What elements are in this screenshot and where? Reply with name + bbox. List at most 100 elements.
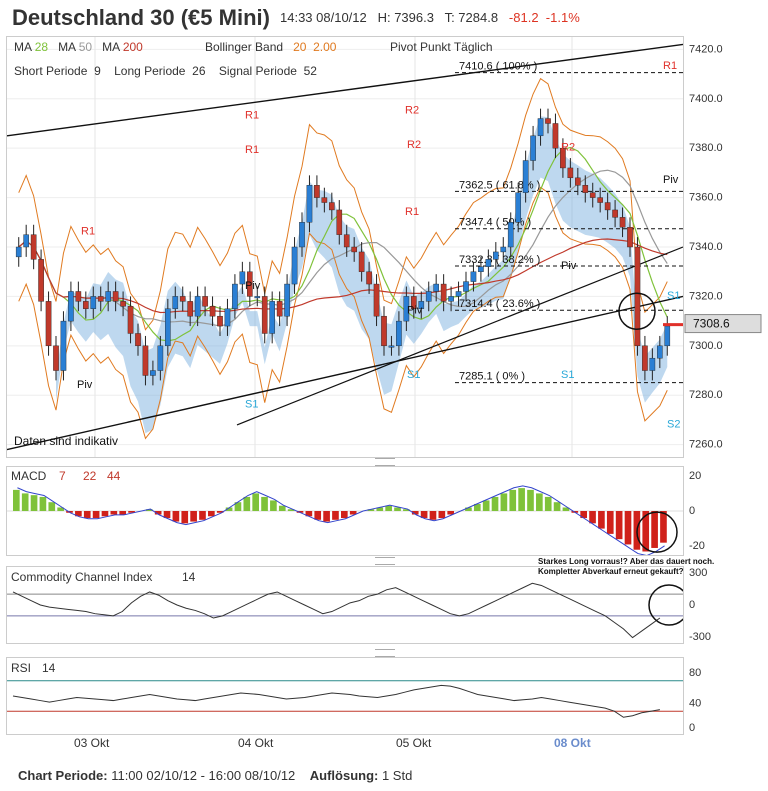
macd-bar bbox=[30, 495, 38, 511]
pivot-label: R1 bbox=[245, 110, 259, 122]
macd-bar bbox=[518, 488, 525, 511]
cci-highlight-circle bbox=[648, 584, 690, 626]
fib-level-label: 7332.3 ( 38.2% ) bbox=[459, 254, 540, 266]
macd-bar bbox=[660, 511, 667, 543]
ma-legend[interactable]: MA 28 MA 50 MA 200 bbox=[14, 40, 143, 54]
candle-body bbox=[463, 281, 469, 292]
macd-bar bbox=[465, 507, 472, 511]
trend-line-lower bbox=[6, 295, 684, 451]
macd-bar bbox=[403, 509, 410, 511]
period-value: 11:00 02/10/12 - 16:00 08/10/12 bbox=[111, 768, 296, 783]
macd-bar bbox=[278, 505, 286, 511]
candle-body bbox=[604, 202, 611, 211]
indicative-note: Daten sind indikativ bbox=[14, 434, 119, 448]
candle-body bbox=[112, 291, 119, 302]
candle-body bbox=[627, 227, 633, 248]
resize-handle-1[interactable] bbox=[375, 458, 395, 466]
macd-bar bbox=[438, 511, 446, 519]
indicator-tick-label: -300 bbox=[689, 631, 711, 642]
rsi-chart: RSI 14 bbox=[7, 661, 683, 718]
price-tick-label: 7400.0 bbox=[689, 93, 723, 105]
bollinger-legend[interactable]: Bollinger Band 20 2.00 bbox=[205, 40, 336, 54]
candle-body bbox=[90, 296, 97, 309]
pivot-label: R2 bbox=[561, 142, 575, 154]
macd-bar bbox=[411, 511, 419, 515]
candle-body bbox=[351, 246, 357, 253]
resize-handle-2[interactable] bbox=[375, 557, 395, 565]
candle-body bbox=[560, 147, 566, 169]
candle-body bbox=[478, 266, 484, 272]
macd-bar bbox=[119, 511, 127, 515]
candle-body bbox=[97, 296, 104, 302]
pivot-label: Piv bbox=[561, 260, 577, 272]
pivot-label: Piv bbox=[245, 280, 261, 292]
macd-bar bbox=[296, 511, 304, 513]
macd-bar bbox=[128, 511, 135, 513]
macd-panel[interactable]: MACD 7 22 44 bbox=[6, 466, 684, 557]
ma200-line bbox=[18, 238, 668, 314]
resize-handle-3[interactable] bbox=[375, 649, 395, 657]
pivot-label: R2 bbox=[405, 105, 419, 117]
macd-period-1: 7 bbox=[59, 469, 66, 483]
price-tick-label: 7340.0 bbox=[689, 241, 723, 253]
candle-body bbox=[612, 209, 618, 218]
macd-tick-label: -20 bbox=[689, 540, 705, 552]
pivot-label: R1 bbox=[81, 226, 95, 238]
macd-bar bbox=[314, 511, 322, 520]
long-label: Long Periode bbox=[114, 64, 186, 78]
macd-bar bbox=[589, 511, 596, 524]
macd-legend[interactable]: Short Periode 9 Long Periode 26 Signal P… bbox=[14, 64, 317, 78]
candle-body bbox=[291, 246, 298, 285]
price-panel[interactable]: 7410.6 ( 100% ) 7362.5 ( 61.8% ) 7347.4 ( … bbox=[6, 36, 684, 458]
pivot-legend[interactable]: Pivot Punkt Täglich bbox=[390, 40, 493, 54]
macd-bar bbox=[420, 511, 428, 519]
candle-body bbox=[53, 345, 59, 371]
candle-body bbox=[575, 177, 581, 186]
candle-body bbox=[343, 234, 350, 248]
candle-body bbox=[254, 296, 261, 299]
cci-panel[interactable]: Commodity Channel Index 14 bbox=[6, 566, 690, 644]
candle-body bbox=[657, 345, 663, 359]
macd-bar bbox=[332, 511, 339, 520]
pivot-label: Piv bbox=[663, 174, 679, 186]
macd-bar bbox=[252, 493, 259, 511]
macd-bar bbox=[447, 511, 455, 515]
macd-signal-line bbox=[17, 485, 665, 557]
candle-body bbox=[552, 123, 559, 149]
rsi-panel[interactable]: RSI 14 bbox=[6, 657, 684, 735]
chart-footer: Chart Periode: 11:00 02/10/12 - 16:00 08… bbox=[18, 768, 412, 783]
candle-body bbox=[209, 306, 216, 317]
annotation-note: Starkes Long vorraus!? Aber das dauert n… bbox=[538, 557, 714, 577]
price-tick-label: 7280.0 bbox=[689, 389, 723, 401]
candle-body bbox=[619, 217, 626, 228]
ma28-value: 28 bbox=[34, 40, 49, 54]
macd-bar bbox=[367, 509, 375, 511]
short-label: Short Periode bbox=[14, 64, 88, 78]
macd-bar bbox=[394, 507, 401, 511]
candle-body bbox=[299, 222, 305, 248]
highlight-circle bbox=[618, 292, 656, 330]
cci-chart: Commodity Channel Index 14 bbox=[7, 570, 690, 639]
candle-body bbox=[142, 345, 149, 376]
macd-bar bbox=[21, 493, 29, 511]
candle-body bbox=[425, 291, 432, 302]
price-tick-label: 7320.0 bbox=[689, 290, 723, 302]
indicator-tick-label: 80 bbox=[689, 667, 701, 679]
candle-body bbox=[411, 296, 417, 309]
time-axis-label: 04 Okt bbox=[238, 736, 274, 750]
pivot-label: S1 bbox=[561, 369, 574, 381]
candle-body bbox=[269, 301, 275, 334]
ma-label-3: MA bbox=[102, 40, 120, 54]
candle-body bbox=[597, 197, 603, 203]
candle-body bbox=[60, 320, 67, 371]
macd-period-2: 22 bbox=[83, 469, 97, 483]
resolution-value: 1 Std bbox=[381, 768, 413, 783]
macd-bar bbox=[509, 489, 517, 511]
indicator-line bbox=[12, 582, 661, 639]
candle-body bbox=[537, 118, 544, 137]
macd-tick-label: 20 bbox=[689, 470, 701, 482]
quote-change-pct: -1.1% bbox=[545, 10, 580, 25]
candle-body bbox=[187, 301, 193, 317]
time-axis-label: 08 Okt bbox=[554, 736, 591, 750]
macd-bar bbox=[208, 511, 215, 517]
